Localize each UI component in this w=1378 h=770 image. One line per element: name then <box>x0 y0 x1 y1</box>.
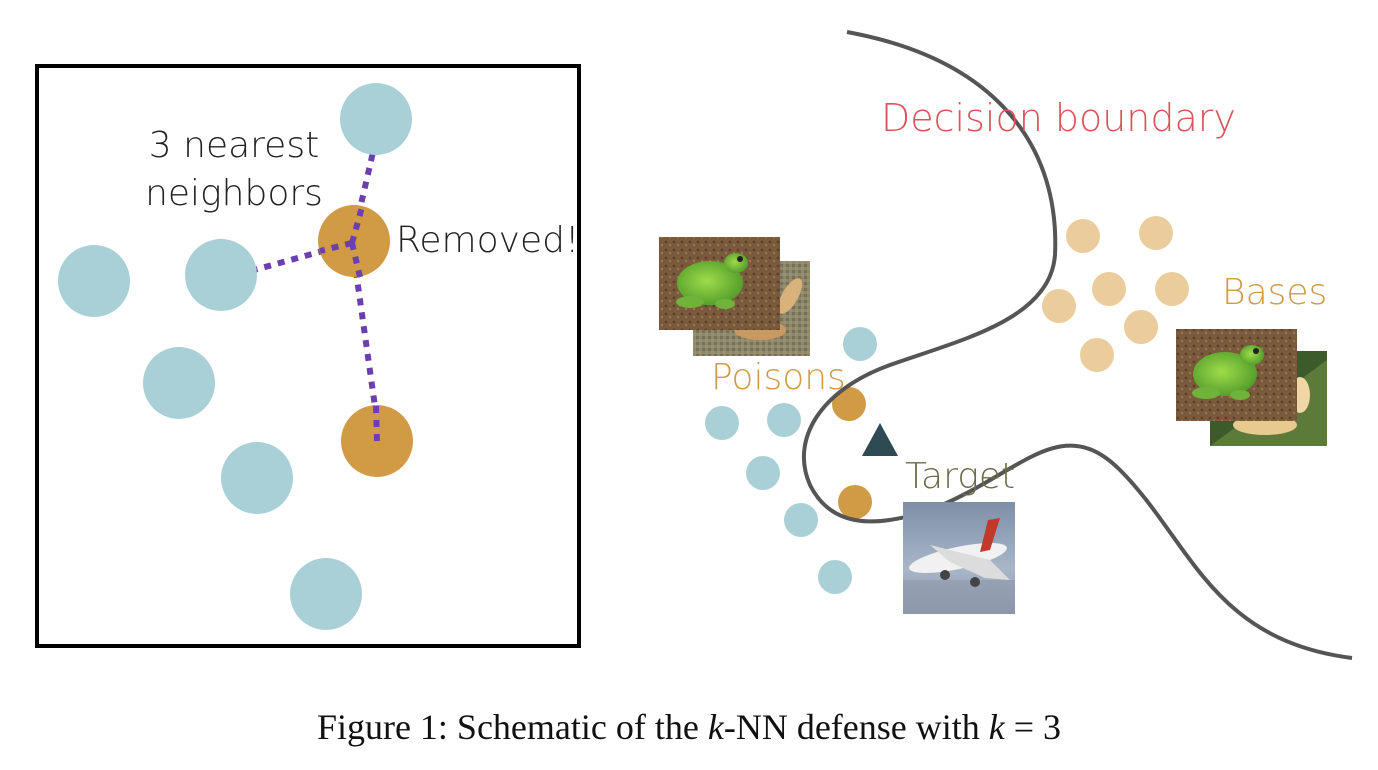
neighbor-line-overlay <box>349 206 365 244</box>
base-point <box>1124 310 1158 344</box>
caption-middle: -NN defense with <box>723 707 989 747</box>
clean-point <box>746 456 780 490</box>
neighbor-lines-overlay <box>319 206 380 442</box>
clean-point <box>784 503 818 537</box>
frog-image <box>659 237 780 330</box>
clean-points-right <box>705 327 877 594</box>
poison-points-right <box>832 387 872 519</box>
caption-suffix: = 3 <box>1004 707 1062 747</box>
caption-prefix: Figure 1: Schematic of the <box>316 707 708 747</box>
caption-k-variable-2: k <box>988 707 1005 747</box>
poison-images <box>659 237 810 356</box>
neighbor-line-overlay <box>319 240 353 254</box>
poison-point <box>832 387 866 421</box>
base-point <box>1092 272 1126 306</box>
clean-point <box>818 560 852 594</box>
figure-caption: Figure 1: Schematic of the k-NN defense … <box>0 706 1378 748</box>
poisons-label: Poisons <box>711 357 846 398</box>
left-panel-frame <box>35 64 581 648</box>
target-marker-triangle-icon <box>862 423 898 456</box>
base-points <box>1042 216 1189 372</box>
base-point <box>1066 219 1100 253</box>
base-point <box>1080 338 1114 372</box>
bases-label: Bases <box>1222 272 1327 313</box>
nearest-neighbors-label-line2: neighbors <box>145 173 323 214</box>
clean-point <box>340 83 412 155</box>
nearest-neighbors-label-line1: 3 nearest <box>149 125 319 166</box>
removed-label: Removed! <box>396 220 579 261</box>
clean-point <box>221 442 293 514</box>
clean-point <box>143 347 215 419</box>
neighbor-line-overlay <box>349 242 363 278</box>
right-panel: Decision boundary Bases Poisons Target <box>659 30 1353 660</box>
airplane-image <box>903 502 1015 614</box>
base-point <box>1139 216 1173 250</box>
clean-point <box>185 239 257 311</box>
left-panel: 3 nearest neighbors Removed! <box>35 64 581 648</box>
caption-k-variable: k <box>707 707 724 747</box>
clean-point <box>705 406 739 440</box>
base-images <box>1176 329 1327 446</box>
clean-point <box>58 245 130 317</box>
clean-point <box>767 403 801 437</box>
clean-points <box>58 83 412 630</box>
clean-point <box>843 327 877 361</box>
decision-boundary-curve <box>801 30 1353 660</box>
base-point <box>1042 289 1076 323</box>
frog-image <box>1176 329 1297 421</box>
base-point <box>1155 272 1189 306</box>
neighbor-line-overlay <box>373 405 380 442</box>
clean-point <box>290 558 362 630</box>
poison-point <box>838 485 872 519</box>
target-label: Target <box>905 456 1015 497</box>
decision-boundary-label: Decision boundary <box>881 96 1236 140</box>
